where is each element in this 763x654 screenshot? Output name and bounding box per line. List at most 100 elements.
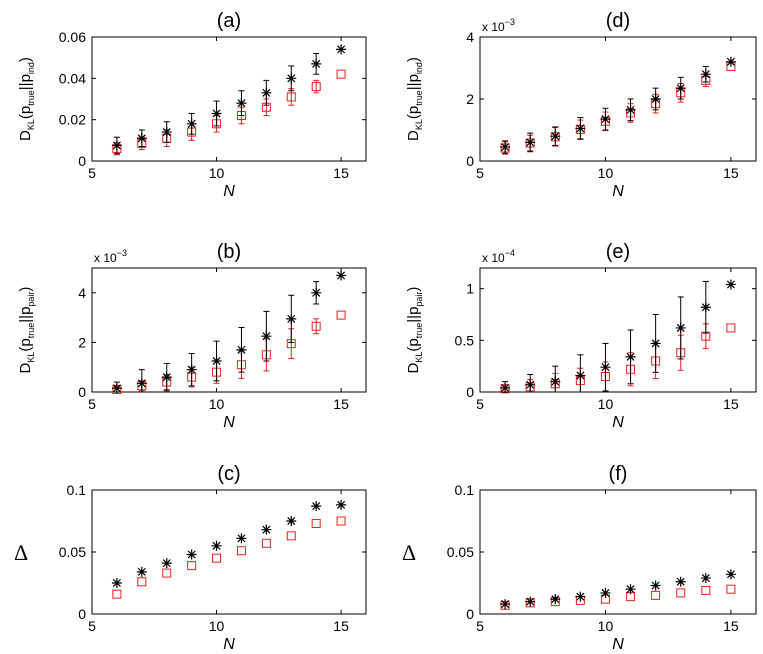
y-axis-label-b: DKL(ptrue||ppair) [17,287,36,374]
y-tick-label-c-1: 0.05 [59,544,86,560]
y-axis-label-part: true [414,323,424,339]
data-point-asterisk-c-3 [186,549,197,560]
data-point-asterisk-a-2 [161,127,172,138]
data-point-asterisk-a-0 [111,140,122,151]
data-point-square-f-9 [726,584,736,594]
exponent-label-e: x 10−4 [482,248,515,265]
panel-b: (b) 5 10 15 0 2 4 N DKL(ptrue||ppair) x 10−3 [17,241,367,431]
data-point-asterisk-e-6 [650,338,661,349]
data-point-asterisk-b-8 [311,287,322,298]
exponent-base: x 10 [482,251,505,265]
data-point-square-c-4 [212,553,222,563]
exponent-power: −3 [117,248,127,258]
data-point-asterisk-f-7 [675,576,686,587]
exponent-label-d: x 10−3 [482,17,515,34]
y-tick-label-e-0: 0 [466,384,474,400]
panel-title-a: (a) [217,10,241,32]
data-point-asterisk-d-2 [550,131,561,142]
exponent-label-b: x 10−3 [94,248,127,265]
x-tick-label-a-2: 15 [333,165,349,181]
data-point-square-a-7 [286,92,296,102]
panel-a: (a) 5 10 15 0 0.02 0.04 0.06 N DKL(ptrue||pind) [17,10,367,200]
y-tick-label-d-1: 2 [466,91,474,107]
data-point-asterisk-d-7 [675,83,686,94]
data-point-asterisk-c-0 [111,578,122,588]
y-axis-label-part: D [17,130,34,141]
data-point-asterisk-f-9 [725,569,736,580]
x-tick-label-f-1: 10 [598,618,614,634]
y-axis-label-part: pair [26,292,36,307]
data-point-asterisk-b-2 [161,372,172,383]
x-tick-label-d-0: 5 [476,165,484,181]
data-point-square-c-8 [311,518,321,528]
y-axis-label-part: KL [26,352,36,363]
data-point-asterisk-a-3 [186,118,197,129]
panel-d: (d) 5 10 15 0 2 4 N DKL(ptrue||pind) x 10−3 [405,10,757,200]
y-tick-label-a-0: 0 [78,153,86,169]
exponent-base: x 10 [94,251,117,265]
data-point-square-c-1 [137,577,147,587]
y-axis-label-e: DKL(ptrue||ppair) [405,287,424,374]
x-tick-label-e-0: 5 [476,396,484,412]
data-point-asterisk-b-0 [111,383,122,394]
data-point-square-b-9 [336,310,346,320]
y-axis-label-a: DKL(ptrue||pind) [17,57,36,141]
y-tick-label-a-3: 0.06 [59,29,86,45]
data-point-square-c-3 [187,561,197,571]
panel-title-f: (f) [609,463,628,485]
data-point-square-c-0 [112,589,122,599]
x-tick-label-c-0: 5 [88,618,96,634]
data-point-asterisk-d-8 [700,69,711,80]
data-point-asterisk-a-1 [136,133,147,144]
data-point-asterisk-f-6 [650,580,661,591]
x-tick-label-c-1: 10 [209,618,225,634]
y-axis-label-part: (p [17,338,34,351]
data-point-asterisk-b-5 [236,344,247,355]
data-point-asterisk-b-6 [261,331,272,342]
panel-title-d: (d) [606,10,630,32]
y-tick-label-d-0: 0 [466,153,474,169]
y-axis-label-part: ||p [17,74,34,90]
y-axis-label-part: D [405,130,422,141]
y-axis-label-part: D [405,362,422,373]
x-tick-label-f-0: 5 [476,618,484,634]
data-point-asterisk-e-4 [600,362,611,373]
y-axis-label-part: true [414,90,424,106]
panel-e: (e) 5 10 15 0 0.5 1 N DKL(ptrue||ppair) x 10−4 [405,241,757,431]
y-axis-label-part: KL [414,119,424,130]
data-point-asterisk-c-2 [161,558,172,569]
x-tick-label-a-1: 10 [209,165,225,181]
data-point-asterisk-b-7 [286,313,297,324]
data-point-asterisk-e-0 [500,382,511,393]
data-point-square-c-5 [236,546,246,556]
y-tick-label-a-2: 0.04 [59,70,86,86]
data-point-asterisk-b-9 [336,270,347,281]
data-point-square-c-6 [261,538,271,548]
y-tick-label-c-0: 0 [78,606,86,622]
y-tick-label-c-2: 0.1 [67,482,87,498]
data-point-asterisk-c-9 [336,499,347,510]
data-point-asterisk-d-6 [650,94,661,104]
data-point-asterisk-e-8 [700,302,711,313]
data-point-asterisk-a-4 [211,108,222,119]
data-point-square-b-8 [311,321,321,331]
data-point-asterisk-d-4 [600,114,611,125]
y-axis-label-part: ind [26,62,36,74]
y-tick-label-a-1: 0.02 [59,112,86,128]
data-point-asterisk-e-1 [525,379,536,390]
x-axis-label-d: N [612,183,624,200]
data-point-asterisk-c-4 [211,540,222,551]
y-axis-label-part: (p [405,106,422,119]
data-point-asterisk-d-3 [575,123,586,134]
data-point-square-e-9 [726,323,736,333]
data-point-square-c-2 [162,568,172,578]
x-tick-label-d-2: 15 [723,165,739,181]
y-axis-label-part: pair [414,292,424,307]
y-axis-label-part: true [26,323,36,339]
exponent-power: −3 [505,17,515,27]
x-axis-label-e: N [612,414,624,431]
data-point-square-f-7 [676,588,686,598]
y-tick-label-b-0: 0 [78,384,86,400]
x-tick-label-a-0: 5 [88,165,96,181]
